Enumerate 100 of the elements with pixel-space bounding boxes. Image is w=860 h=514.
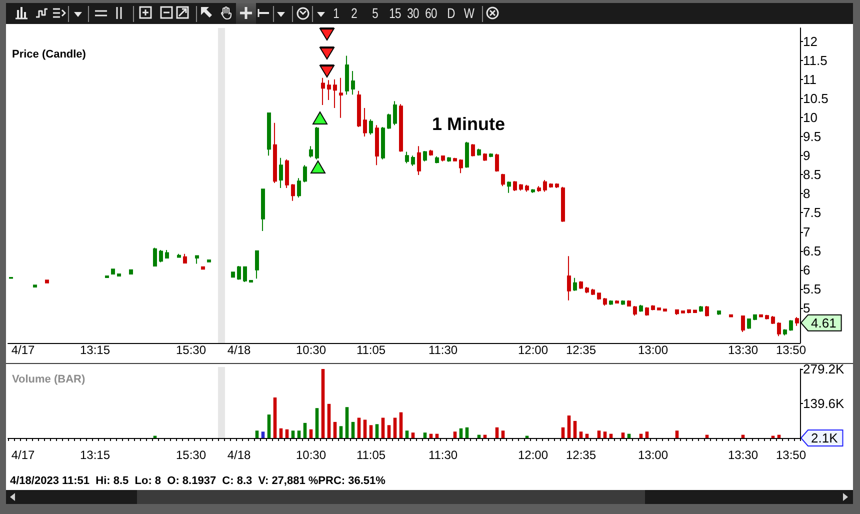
candlestick xyxy=(663,308,667,312)
candlestick xyxy=(315,126,319,160)
y-tick-label: 6.5 xyxy=(803,243,822,258)
candlestick xyxy=(483,152,487,162)
chart-title: Volume (BAR) xyxy=(12,374,86,386)
candlestick xyxy=(699,306,703,312)
x-tick-label: 10:30 xyxy=(296,343,326,357)
bar xyxy=(675,430,679,438)
candlestick xyxy=(399,104,403,152)
candlestick xyxy=(513,180,517,192)
x-tick-label: 12:00 xyxy=(518,343,548,357)
candlestick xyxy=(777,322,781,337)
candlestick xyxy=(165,250,169,259)
candlestick xyxy=(237,266,241,280)
candlestick xyxy=(279,157,283,188)
candlestick xyxy=(717,310,721,316)
candlestick xyxy=(303,164,307,183)
bar xyxy=(381,418,385,438)
candlestick xyxy=(381,126,385,160)
candlestick xyxy=(495,153,499,172)
candlestick xyxy=(459,158,463,174)
candlestick xyxy=(465,141,469,168)
candlestick xyxy=(405,151,409,164)
candlestick xyxy=(159,250,163,263)
x-tick-label: 15:30 xyxy=(176,343,206,357)
candlestick xyxy=(321,77,325,106)
candlestick xyxy=(543,179,547,192)
candlestick xyxy=(129,269,133,275)
candlestick xyxy=(291,184,295,202)
candlestick xyxy=(387,113,391,130)
x-tick-label: 4/17 xyxy=(11,448,35,462)
bar xyxy=(603,432,607,438)
candlestick xyxy=(741,315,745,332)
candlestick xyxy=(561,186,565,222)
bar xyxy=(363,420,367,438)
candlestick xyxy=(681,310,685,314)
candlestick xyxy=(591,288,595,296)
y-tick-label: 7.5 xyxy=(803,205,822,220)
bar xyxy=(303,422,307,438)
candlestick xyxy=(333,78,337,108)
bar xyxy=(597,430,601,438)
candlestick xyxy=(441,155,445,162)
text: 2.1K xyxy=(811,430,838,446)
candlestick xyxy=(249,280,253,283)
x-tick-label: 11:30 xyxy=(428,343,458,357)
candlestick xyxy=(261,188,265,232)
candlestick xyxy=(45,280,49,284)
x-tick-label: 13:50 xyxy=(776,343,806,357)
candlestick xyxy=(549,182,553,188)
bar xyxy=(567,416,571,438)
x-tick-label: 4/18 xyxy=(227,448,251,462)
candlestick xyxy=(489,152,493,158)
bar xyxy=(333,422,337,438)
y-tick-label: 10 xyxy=(803,110,818,126)
bar xyxy=(453,432,457,438)
candlestick xyxy=(177,253,181,258)
bar xyxy=(279,428,283,438)
candlestick xyxy=(117,274,121,276)
x-tick-label: 13:15 xyxy=(80,448,110,462)
candlestick xyxy=(567,256,571,301)
y-tick-label: 11.5 xyxy=(803,52,828,68)
text: 1 xyxy=(333,5,339,22)
candlestick xyxy=(207,259,211,262)
candlestick xyxy=(747,318,751,330)
x-tick-label: 12:00 xyxy=(518,448,548,462)
bar xyxy=(423,432,427,438)
candlestick xyxy=(645,306,649,316)
candlestick xyxy=(615,300,619,304)
bar xyxy=(351,422,355,438)
y-tick-label: 9 xyxy=(803,148,810,164)
bar xyxy=(273,397,277,438)
bar xyxy=(375,424,379,438)
y-tick-label: 10.5 xyxy=(803,90,828,106)
candlestick xyxy=(357,90,361,128)
candlestick xyxy=(471,144,475,157)
text: 4.61 xyxy=(811,315,836,330)
candlestick xyxy=(477,148,481,156)
candlestick xyxy=(729,314,733,318)
x-tick-label: 11:05 xyxy=(356,343,386,357)
y-tick-label: 139.6K xyxy=(803,396,845,411)
x-tick-label: 15:30 xyxy=(176,448,206,462)
candlestick xyxy=(255,250,259,280)
candlestick xyxy=(435,156,439,164)
x-tick-label: 4/18 xyxy=(227,343,251,357)
candlestick xyxy=(585,286,589,294)
text: 30 xyxy=(407,5,419,22)
candlestick xyxy=(297,178,301,198)
candlestick xyxy=(795,316,799,326)
candlestick xyxy=(627,300,631,307)
candlestick xyxy=(693,309,697,314)
x-tick-label: 12:35 xyxy=(566,448,596,462)
candlestick xyxy=(753,314,757,321)
candlestick xyxy=(153,247,157,267)
candlestick xyxy=(621,300,625,306)
candlestick xyxy=(507,181,511,194)
bar xyxy=(459,428,463,438)
y-tick-label: 9.5 xyxy=(803,129,822,144)
text: 4/18/2023 11:51 Hi: 8.5 Lo: 8 O: 8.1937 C: 8.3 V: 27,881 %PRC: 36.51% xyxy=(10,475,386,487)
bar xyxy=(321,369,325,438)
candlestick xyxy=(573,277,577,292)
